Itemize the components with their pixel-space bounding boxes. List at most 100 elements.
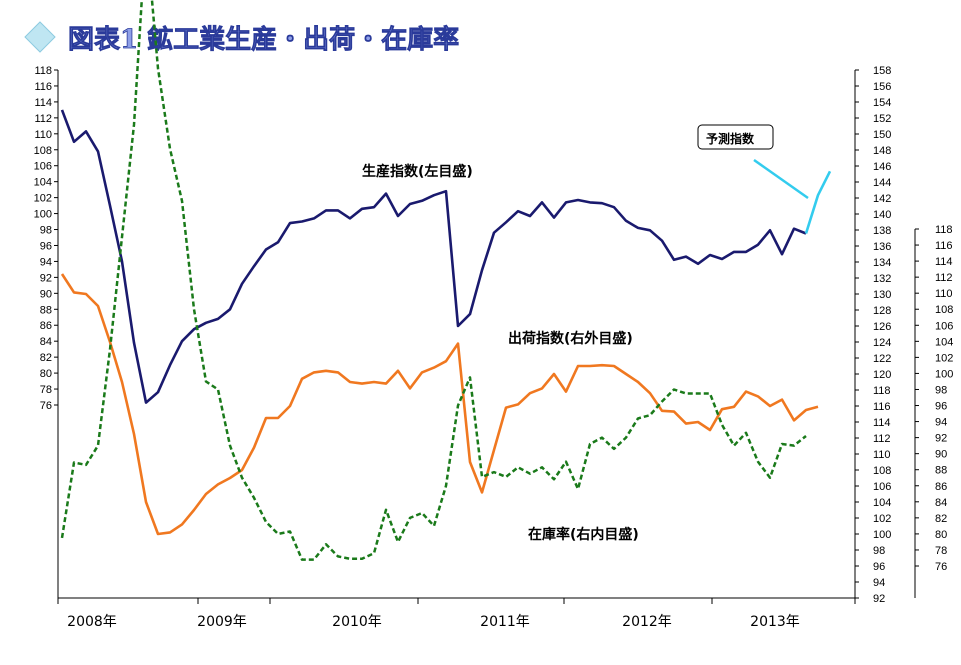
left-tick-label: 110 <box>34 129 52 141</box>
right-outer-tick-label: 138 <box>873 225 891 237</box>
left-tick-label: 112 <box>34 113 52 125</box>
x-year-label: 2010年 <box>332 614 382 630</box>
production-line <box>60 109 807 404</box>
right-outer-tick-label: 130 <box>873 289 891 301</box>
inventory-series-label: 在庫率(右内目盛) <box>528 526 639 543</box>
x-year-label: 2013年 <box>750 614 800 630</box>
right-outer-tick-label: 140 <box>873 209 891 221</box>
right-inner-tick-label: 106 <box>935 320 953 332</box>
right-outer-tick-label: 134 <box>873 257 891 269</box>
forecast-line <box>804 170 832 234</box>
production-series-label: 生産指数(左目盛) <box>362 163 473 180</box>
right-outer-tick-label: 100 <box>873 529 891 541</box>
right-inner-tick-label: 80 <box>935 529 947 541</box>
right-outer-tick-label: 92 <box>873 593 885 605</box>
x-axis-ticks: 2008年 2009年 2010年 2011年 2012年 2013年 <box>57 598 856 630</box>
right-inner-tick-label: 112 <box>935 272 953 284</box>
right-inner-axis-ticks: 76 78 80 82 84 86 88 90 92 94 96 98 100 102 104 106 108 1… <box>915 224 953 573</box>
left-tick-label: 96 <box>40 240 52 252</box>
x-year-label: 2011年 <box>480 614 530 630</box>
diamond-icon <box>24 21 56 53</box>
right-outer-tick-label: 98 <box>873 545 885 557</box>
left-tick-label: 114 <box>34 97 52 109</box>
right-inner-tick-label: 88 <box>935 465 947 477</box>
right-outer-tick-label: 152 <box>873 113 891 125</box>
right-inner-tick-label: 96 <box>935 401 947 413</box>
left-tick-label: 88 <box>40 304 52 316</box>
right-inner-tick-label: 114 <box>935 256 953 268</box>
right-outer-tick-label: 150 <box>873 129 891 141</box>
left-tick-label: 108 <box>34 145 52 157</box>
inventory-line <box>60 0 807 561</box>
right-outer-tick-label: 108 <box>873 465 891 477</box>
right-inner-tick-label: 76 <box>935 561 947 573</box>
left-tick-label: 94 <box>40 256 52 268</box>
right-outer-tick-label: 146 <box>873 161 891 173</box>
right-inner-tick-label: 90 <box>935 449 947 461</box>
forecast-callout-box <box>697 124 774 150</box>
right-inner-tick-label: 100 <box>935 368 953 380</box>
left-tick-label: 76 <box>40 400 52 412</box>
right-inner-tick-label: 108 <box>935 304 953 316</box>
right-inner-tick-label: 110 <box>935 288 953 300</box>
left-tick-label: 102 <box>34 193 52 205</box>
series-layer <box>60 0 832 561</box>
left-tick-label: 84 <box>40 336 52 348</box>
right-outer-tick-label: 106 <box>873 481 891 493</box>
right-outer-tick-label: 132 <box>873 273 891 285</box>
right-outer-tick-label: 156 <box>873 81 891 93</box>
right-outer-axis-ticks: 92 94 96 98 100 102 104 106 108 110 112 114 116 118 12… <box>855 65 891 605</box>
left-tick-label: 92 <box>40 272 52 284</box>
right-outer-tick-label: 136 <box>873 241 891 253</box>
x-year-label: 2008年 <box>67 614 117 630</box>
right-inner-tick-label: 94 <box>935 417 947 429</box>
right-outer-tick-label: 126 <box>873 321 891 333</box>
right-inner-tick-label: 116 <box>935 240 953 252</box>
right-outer-tick-label: 158 <box>873 65 891 77</box>
right-outer-tick-label: 154 <box>873 97 891 109</box>
right-outer-tick-label: 142 <box>873 193 891 205</box>
right-outer-tick-label: 116 <box>873 401 891 413</box>
right-outer-tick-label: 114 <box>873 417 891 429</box>
right-inner-tick-label: 78 <box>935 545 947 557</box>
left-tick-label: 86 <box>40 320 52 332</box>
shipments-series-label: 出荷指数(右外目盛) <box>508 330 633 347</box>
left-tick-label: 106 <box>34 161 52 173</box>
right-outer-tick-label: 124 <box>873 337 891 349</box>
title-group: 図表1 鉱工業生産・出荷・在庫率 <box>24 21 460 55</box>
right-outer-tick-label: 102 <box>873 513 891 525</box>
right-outer-tick-label: 110 <box>873 449 891 461</box>
left-tick-label: 80 <box>40 368 52 380</box>
right-outer-tick-label: 128 <box>873 305 891 317</box>
right-inner-tick-label: 118 <box>935 224 953 236</box>
right-outer-tick-label: 104 <box>873 497 891 509</box>
x-year-label: 2009年 <box>197 614 247 630</box>
left-tick-label: 90 <box>40 288 52 300</box>
left-tick-label: 104 <box>34 177 52 189</box>
right-outer-tick-label: 94 <box>873 577 885 589</box>
left-axis-ticks: 76 78 80 82 84 86 88 90 92 94 96 98 100 102 104 106 108 1… <box>34 65 58 412</box>
left-tick-label: 78 <box>40 384 52 396</box>
right-outer-tick-label: 118 <box>873 385 891 397</box>
right-outer-tick-label: 122 <box>873 353 891 365</box>
forecast-callout-label: 予測指数 <box>706 131 755 146</box>
shipments-line <box>60 273 819 536</box>
forecast-callout-arrow <box>753 158 809 200</box>
right-outer-tick-label: 144 <box>873 177 891 189</box>
left-tick-label: 116 <box>34 81 52 93</box>
right-outer-tick-label: 96 <box>873 561 885 573</box>
left-tick-label: 100 <box>34 209 52 221</box>
right-inner-tick-label: 104 <box>935 336 953 348</box>
right-inner-tick-label: 82 <box>935 513 947 525</box>
chart-title: 図表1 鉱工業生産・出荷・在庫率 <box>68 24 459 55</box>
right-outer-tick-label: 120 <box>873 369 891 381</box>
left-tick-label: 118 <box>34 65 52 77</box>
forecast-callout: 予測指数 <box>697 124 809 200</box>
right-inner-tick-label: 98 <box>935 384 947 396</box>
right-inner-tick-label: 86 <box>935 481 947 493</box>
x-year-label: 2012年 <box>622 614 672 630</box>
left-tick-label: 98 <box>40 225 52 237</box>
right-inner-tick-label: 84 <box>935 497 947 509</box>
